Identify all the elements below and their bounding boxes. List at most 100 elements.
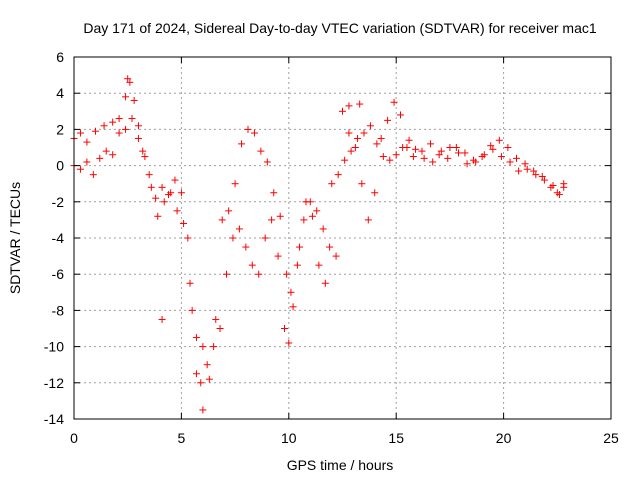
y-tick-label: -14	[44, 411, 64, 427]
data-point	[276, 212, 284, 220]
data-point	[192, 370, 200, 378]
data-point	[360, 129, 368, 137]
data-point	[405, 136, 413, 144]
x-tick-label: 10	[281, 430, 297, 446]
data-point	[199, 406, 207, 414]
data-point	[281, 325, 289, 332]
data-point	[218, 216, 226, 224]
data-point	[334, 171, 342, 179]
data-point	[437, 147, 445, 155]
data-point	[523, 165, 531, 173]
data-point	[248, 261, 256, 269]
data-point	[328, 180, 336, 188]
data-point	[495, 136, 503, 144]
axis-ticks: 0 5 10 15 20 25 -14 -12 -10 -8 -6 -4 -2 0 2 4 6	[44, 49, 619, 446]
x-tick-label: 25	[603, 430, 619, 446]
data-point	[210, 343, 218, 351]
data-point	[409, 153, 417, 161]
data-point	[446, 144, 454, 151]
data-point	[356, 100, 364, 108]
data-point	[124, 75, 132, 83]
data-point	[128, 115, 136, 123]
data-point	[177, 189, 185, 197]
data-point	[341, 156, 349, 164]
data-point	[216, 325, 224, 332]
data-point	[173, 207, 181, 215]
data-point	[319, 225, 327, 233]
data-point	[521, 160, 529, 168]
y-tick-label: 0	[56, 158, 64, 174]
data-point	[396, 111, 404, 119]
data-point	[427, 140, 435, 148]
data-point	[538, 172, 546, 180]
data-point	[392, 151, 400, 159]
data-point	[326, 243, 334, 251]
data-point	[339, 107, 346, 115]
data-point	[261, 234, 269, 242]
data-point	[199, 343, 207, 351]
data-point	[223, 270, 231, 278]
data-point	[205, 375, 213, 383]
x-tick-label: 5	[178, 430, 186, 446]
data-point	[158, 315, 166, 323]
data-point	[268, 216, 276, 224]
data-point	[76, 129, 84, 137]
data-point	[321, 279, 329, 287]
data-point	[300, 216, 308, 224]
data-point	[371, 189, 379, 197]
data-point	[212, 315, 220, 323]
data-point	[530, 167, 538, 175]
data-point	[147, 183, 155, 191]
data-point	[515, 167, 523, 175]
data-point	[377, 134, 385, 142]
data-point	[188, 306, 196, 314]
data-point	[480, 151, 488, 159]
data-point	[420, 154, 428, 162]
data-point	[91, 127, 99, 135]
data-point	[308, 212, 316, 220]
data-point	[109, 118, 117, 126]
data-point	[167, 189, 175, 197]
data-point	[313, 207, 321, 215]
data-point	[555, 191, 563, 199]
y-tick-label: -10	[44, 339, 64, 355]
data-point	[235, 225, 243, 233]
data-point	[231, 180, 239, 188]
data-point	[102, 147, 110, 155]
data-point	[504, 144, 512, 151]
data-point	[463, 160, 471, 168]
data-point	[429, 158, 437, 166]
data-point	[532, 171, 540, 179]
data-point	[351, 144, 359, 151]
data-point	[229, 234, 237, 242]
data-point	[444, 154, 452, 162]
data-point	[289, 303, 297, 311]
data-point	[255, 270, 263, 278]
y-tick-label: -4	[52, 230, 65, 246]
x-axis-label: GPS time / hours	[287, 457, 394, 473]
data-point	[345, 129, 353, 137]
data-point	[386, 156, 394, 164]
data-point	[244, 125, 252, 133]
data-point	[435, 151, 443, 159]
data-point	[358, 180, 366, 188]
data-point	[412, 145, 420, 153]
data-point	[225, 207, 233, 215]
data-point	[384, 116, 392, 124]
data-point	[83, 138, 91, 146]
y-tick-label: -8	[52, 302, 65, 318]
data-point	[302, 198, 310, 206]
data-point	[418, 147, 426, 155]
data-point	[154, 212, 162, 220]
data-point	[180, 220, 188, 228]
data-point	[257, 147, 265, 155]
data-point	[122, 93, 130, 101]
data-point	[366, 122, 374, 130]
x-tick-label: 0	[70, 430, 78, 446]
data-point	[293, 261, 301, 269]
data-point	[122, 125, 130, 133]
data-point	[454, 149, 462, 157]
y-tick-label: 6	[56, 49, 64, 65]
data-point	[171, 176, 179, 184]
